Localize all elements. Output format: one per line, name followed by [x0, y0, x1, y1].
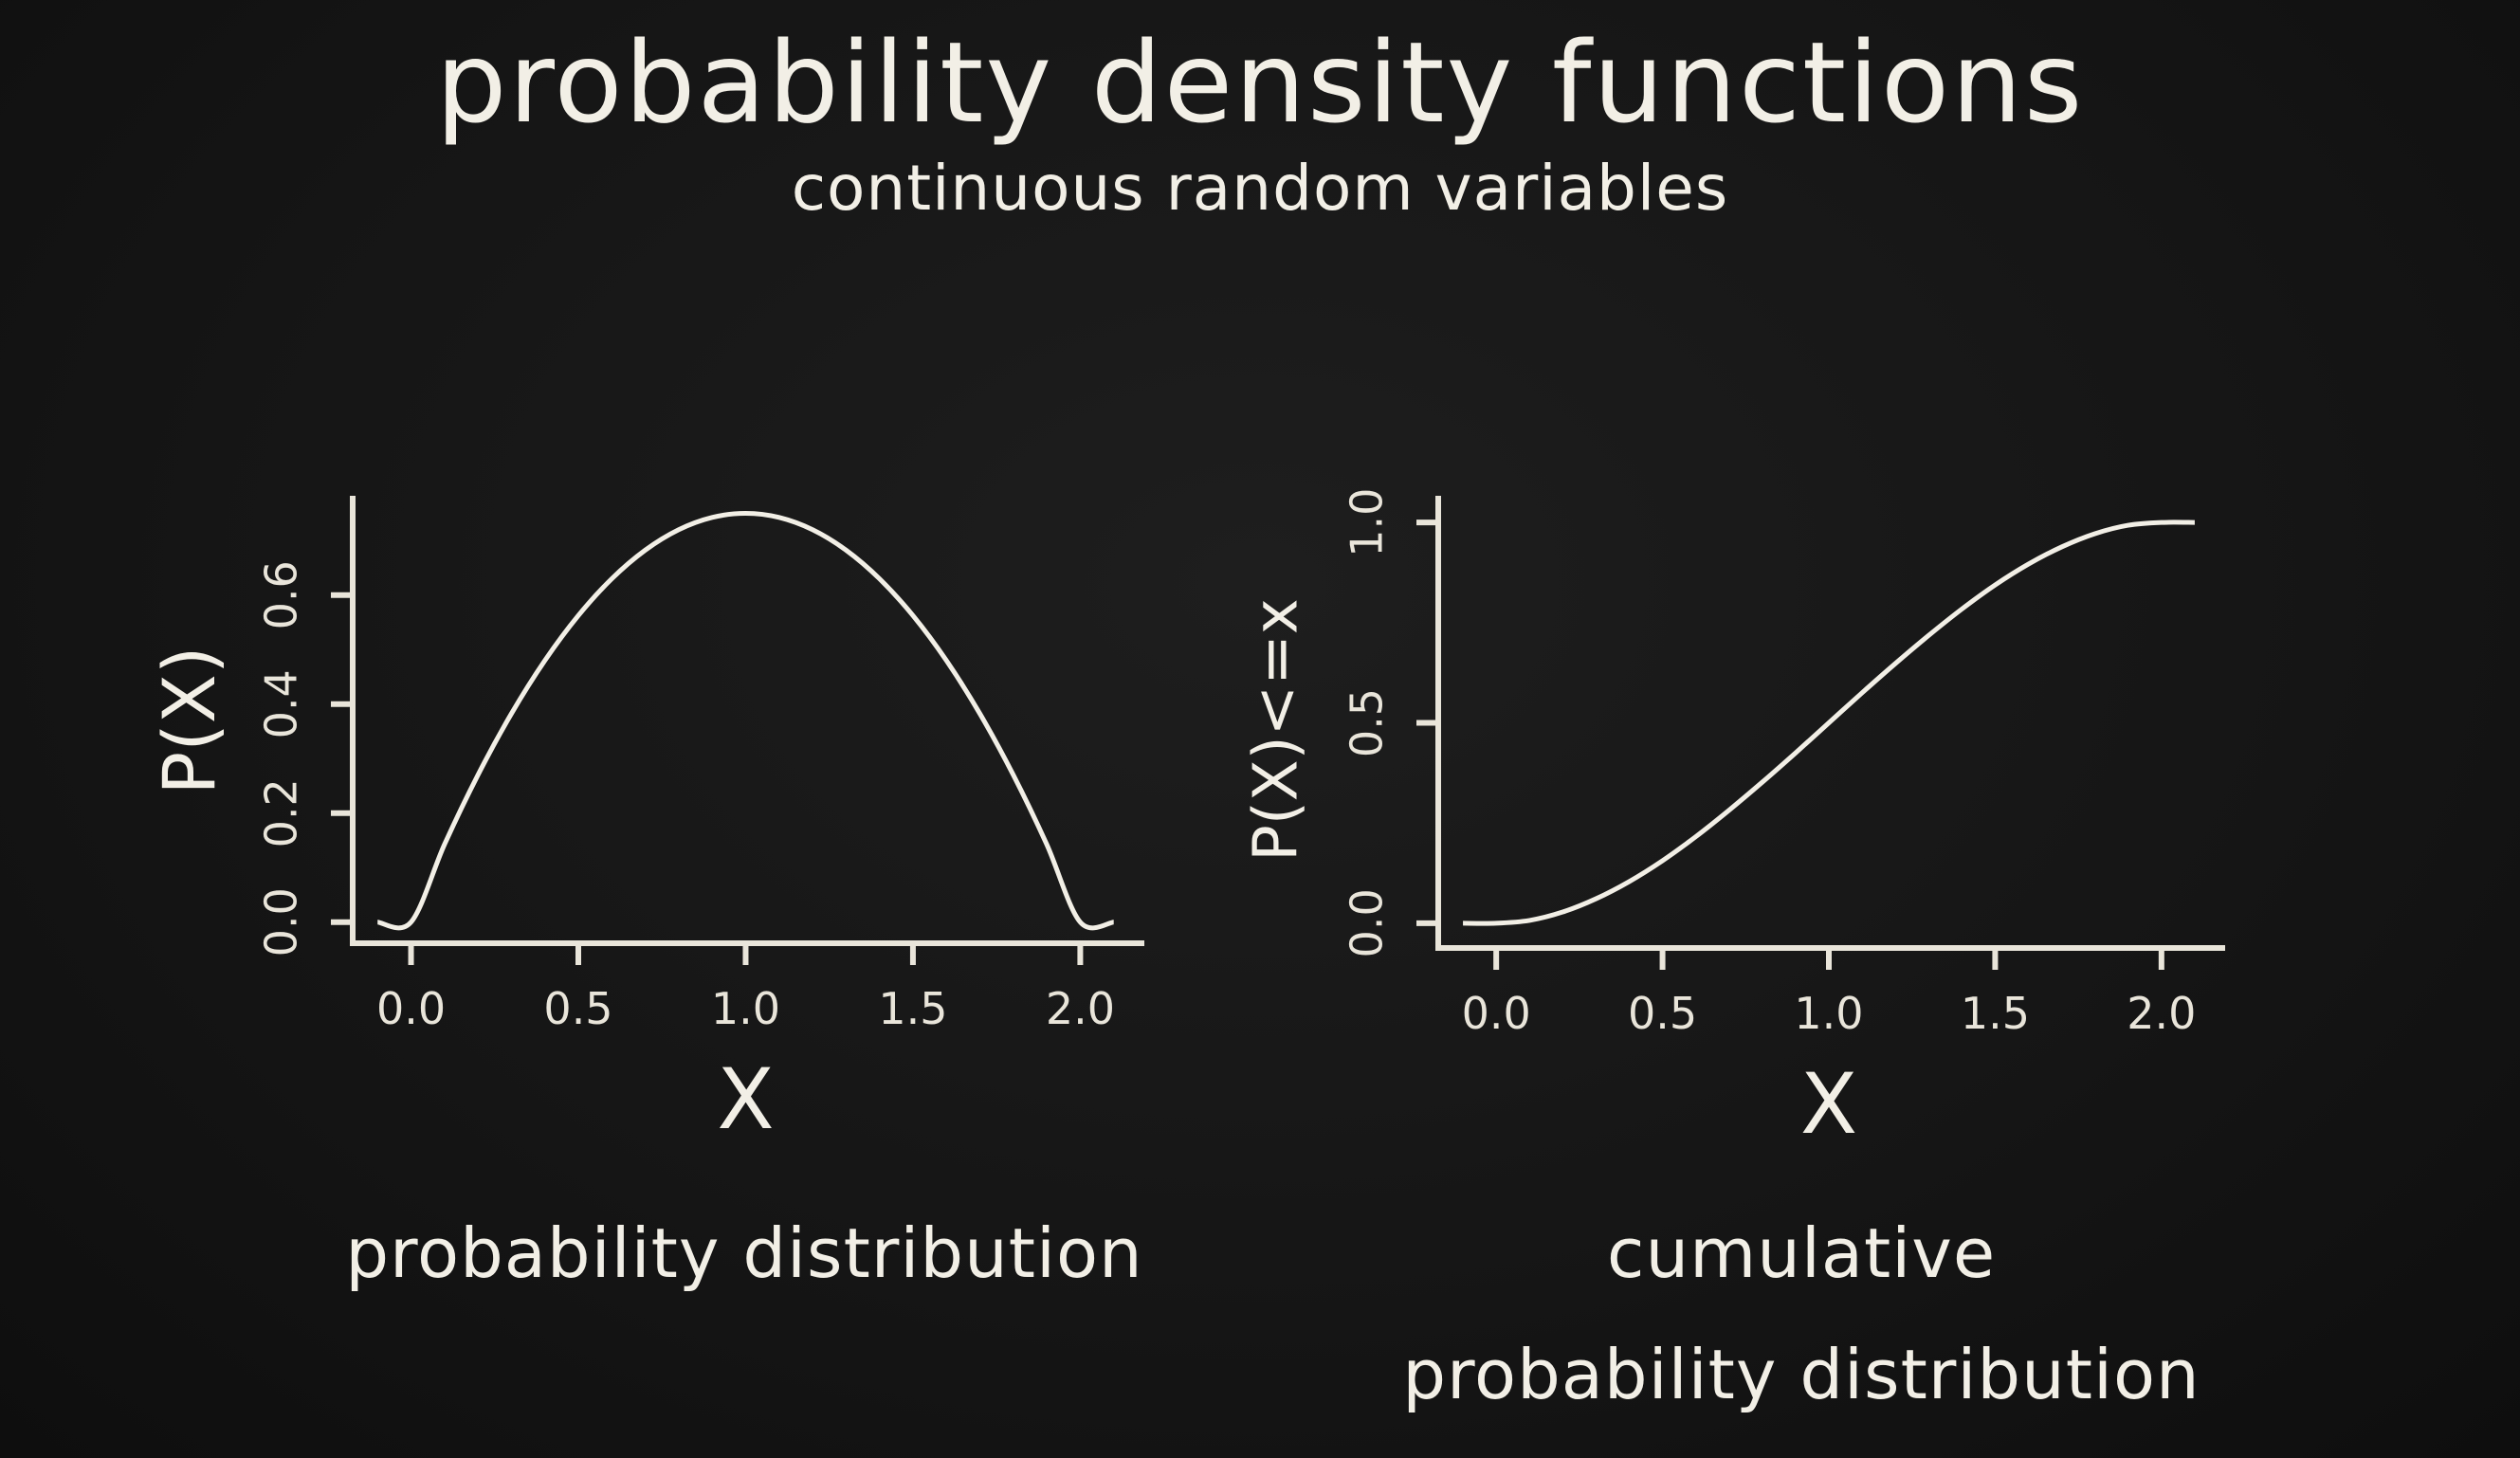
pdf-x-tick-label: 0.0 [376, 983, 446, 1034]
pdf-y-tick-label: 0.2 [256, 778, 307, 847]
cdf-x-tick-label: 1.0 [1794, 988, 1863, 1039]
cdf-x-axis-title: X [1800, 1055, 1857, 1153]
pdf-x-tick-label: 0.5 [543, 983, 612, 1034]
cdf-y-tick-label: 0.5 [1342, 688, 1393, 757]
pdf-y-tick-label: 0.4 [256, 669, 307, 738]
cdf-y-axis-title: P(X)<=x [1242, 598, 1312, 862]
cdf-curve [1463, 519, 2195, 926]
pdf-x-tick-label: 2.0 [1046, 983, 1115, 1034]
pdf-x-tick-label: 1.5 [878, 983, 947, 1034]
pdf-y-tick-label: 0.6 [256, 560, 307, 629]
page-title: probability density functions [435, 17, 2085, 148]
cdf-plot: 0.0 0.5 1.0 1.5 2.0 0.0 0.5 1.0 X P(X)<=x [1242, 488, 2225, 1153]
pdf-plot: 0.0 0.5 1.0 1.5 2.0 0.0 0.2 0.4 0.6 X P(X) [147, 496, 1144, 1148]
cdf-x-tick-label: 0.5 [1628, 988, 1697, 1039]
cdf-x-tick-label: 0.0 [1462, 988, 1531, 1039]
pdf-y-axis-title: P(X) [147, 646, 231, 794]
cdf-caption-line1: cumulative [1606, 1213, 1997, 1293]
pdf-x-tick-label: 1.0 [711, 983, 780, 1034]
cdf-y-tick-label: 0.0 [1342, 888, 1393, 957]
cdf-y-tick-label: 1.0 [1342, 488, 1393, 557]
pdf-x-axis-title: X [717, 1050, 774, 1148]
pdf-curve [376, 511, 1115, 931]
cdf-x-tick-label: 1.5 [1961, 988, 2030, 1039]
pdf-y-tick-label: 0.0 [256, 887, 307, 957]
page-subtitle: continuous random variables [791, 152, 1729, 225]
cdf-x-tick-label: 2.0 [2127, 988, 2196, 1039]
cdf-caption-line2: probability distribution [1402, 1335, 2200, 1414]
pdf-caption: probability distribution [345, 1213, 1143, 1293]
